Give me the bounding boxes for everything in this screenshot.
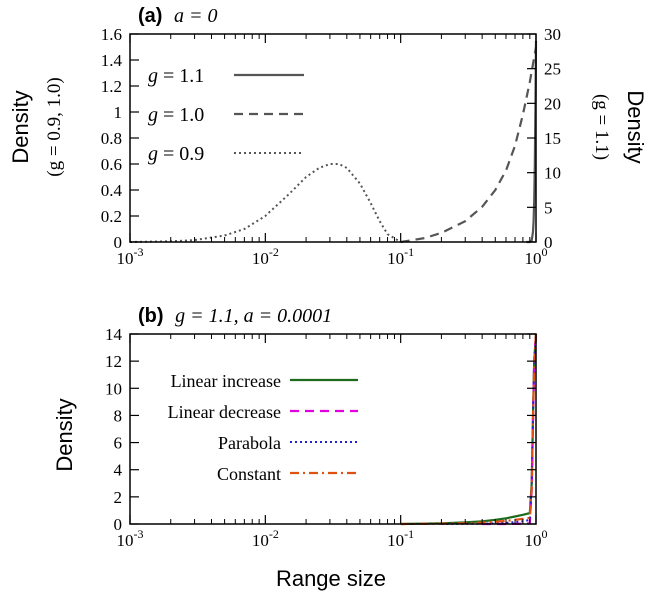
a-x-tick-label: 10-1	[387, 245, 414, 268]
a-y2-tick-label: 0	[544, 233, 553, 252]
a-x-tick-label: 10-3	[117, 245, 144, 268]
panel-a: (a) a = 0 g = 1.1 g = 1.0 g = 0.9 10-3 10-2…	[8, 5, 646, 268]
panel-a-y-axis-subtitle: (g = 0.9, 1.0)	[44, 77, 65, 176]
b-x-tick-label: 10-2	[252, 527, 279, 550]
b-y-tick-label: 12	[105, 352, 122, 371]
a-y-tick-label: 1.6	[101, 25, 122, 44]
panel-b-label: (b)	[138, 305, 164, 327]
b-x-tick-label: 100	[525, 527, 548, 550]
panel-b: (b) g = 1.1, a = 0.0001 Linear increase L…	[52, 305, 548, 591]
a-y-tick-label: 0.4	[101, 181, 123, 200]
a-y2-tick-label: 30	[544, 25, 561, 44]
b-y-tick-label: 10	[105, 379, 122, 398]
panel-b-plot-frame	[129, 333, 537, 525]
panel-a-title: (a) a = 0	[138, 5, 218, 27]
panel-a-label: (a)	[138, 5, 162, 27]
panel-a-y-axis-title: Density	[8, 90, 33, 163]
a-x-tick-label: 10-2	[252, 245, 279, 268]
b-y-tick-label: 8	[114, 406, 123, 425]
a-legend-label-1: g = 1.0	[148, 104, 204, 126]
b-series-line-0	[400, 333, 538, 526]
a-y2-tick-label: 25	[544, 60, 561, 79]
a-y-tick-label: 0.2	[101, 207, 122, 226]
a-y-tick-label: 0	[114, 233, 123, 252]
panel-b-y-axis-title: Density	[52, 398, 77, 471]
a-y2-tick-label: 20	[544, 94, 561, 113]
b-series-line-1	[482, 333, 538, 526]
b-y-tick-label: 2	[114, 488, 123, 507]
b-series-line-2	[441, 333, 537, 525]
b-y-tick-label: 6	[114, 434, 123, 453]
a-y-tick-label: 0.8	[101, 129, 122, 148]
a-legend-label-0: g = 1.1	[148, 65, 204, 87]
panel-b-x-axis-title: Range size	[276, 566, 386, 591]
a-legend-label-2: g = 0.9	[148, 143, 204, 165]
a-y-tick-label: 1	[114, 103, 123, 122]
a-y2-tick-label: 10	[544, 164, 561, 183]
a-series-line-1	[400, 46, 538, 244]
a-x-tick-label: 100	[525, 245, 548, 268]
b-legend-label-1: Linear decrease	[168, 402, 281, 422]
panel-a-title-expr: a = 0	[174, 5, 218, 27]
b-x-tick-label: 10-3	[117, 527, 144, 550]
a-y2-tick-label: 5	[544, 198, 553, 217]
panel-a-y2-axis-title: Density	[623, 90, 646, 163]
b-series-line-3	[400, 333, 538, 526]
b-y-tick-label: 0	[114, 515, 123, 534]
panel-b-title: (b) g = 1.1, a = 0.0001	[138, 305, 332, 327]
b-legend-label-0: Linear increase	[171, 371, 281, 391]
b-legend-label-2: Parabola	[218, 433, 281, 453]
panel-a-y2-axis-subtitle: (g = 1.1)	[591, 94, 612, 160]
b-y-tick-label: 4	[114, 461, 123, 480]
b-legend-label-3: Constant	[217, 464, 281, 484]
a-y-tick-label: 1.4	[101, 51, 123, 70]
a-series-line-0	[526, 40, 538, 244]
a-y-tick-label: 0.6	[101, 155, 122, 174]
panel-b-title-expr: g = 1.1, a = 0.0001	[175, 305, 332, 327]
b-x-tick-label: 10-1	[387, 527, 414, 550]
a-y-tick-label: 1.2	[101, 77, 122, 96]
a-y2-tick-label: 15	[544, 129, 561, 148]
b-y-tick-label: 14	[105, 325, 123, 344]
a-series-line-2	[129, 163, 402, 243]
